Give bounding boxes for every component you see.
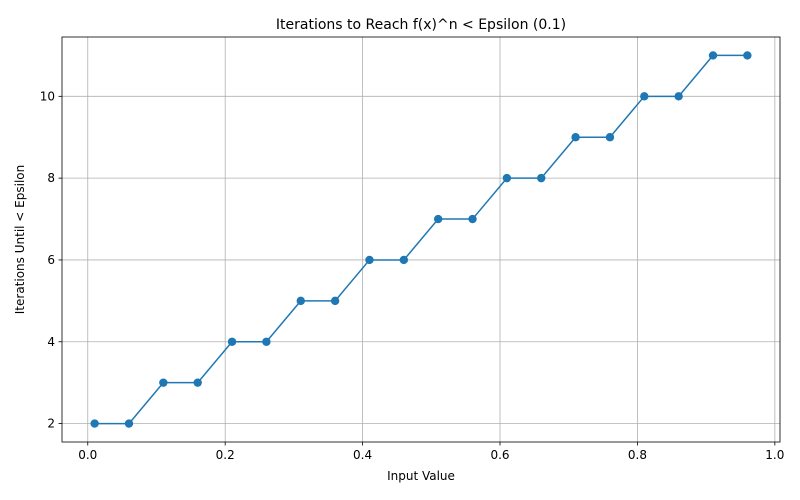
data-point [227,337,237,346]
data-point [90,419,99,428]
data-point [743,51,752,60]
x-tick-label: 0.8 [628,448,647,462]
data-point [262,337,271,346]
data-point [674,92,683,101]
data-point [193,378,202,387]
data-point [605,133,615,142]
data-point [296,296,305,306]
x-axis-label: Input Value [387,469,455,483]
chart-title: Iterations to Reach f(x)^n < Epsilon (0.… [276,17,566,33]
axis-ticks: 0.0 0.2 0.4 0.6 0.8 1.0 2 4 6 8 10 [40,89,785,462]
x-tick-label: 0.6 [490,448,509,462]
data-point [330,296,340,306]
x-tick-label: 1.0 [765,448,784,462]
data-series [90,51,752,428]
data-point [468,214,477,224]
data-point [365,255,374,265]
plot-frame [61,36,781,443]
y-tick-label: 2 [47,417,55,431]
y-tick-label: 6 [47,253,55,267]
data-point [571,133,580,142]
data-point [159,378,168,387]
x-tick-label: 0.4 [353,448,372,462]
data-point [708,51,718,60]
y-tick-label: 4 [47,335,55,349]
y-tick-label: 10 [40,89,55,103]
data-point [433,214,443,224]
data-point [640,92,649,101]
data-point [124,419,134,428]
series-line [94,54,748,425]
data-point [502,173,512,183]
data-point [399,255,409,265]
data-point [537,173,546,183]
y-tick-label: 8 [47,171,55,185]
x-tick-label: 0.0 [78,448,97,462]
y-axis-label: Iterations Until < Epsilon [13,165,27,314]
grid-lines [62,37,780,442]
x-tick-label: 0.2 [216,448,235,462]
